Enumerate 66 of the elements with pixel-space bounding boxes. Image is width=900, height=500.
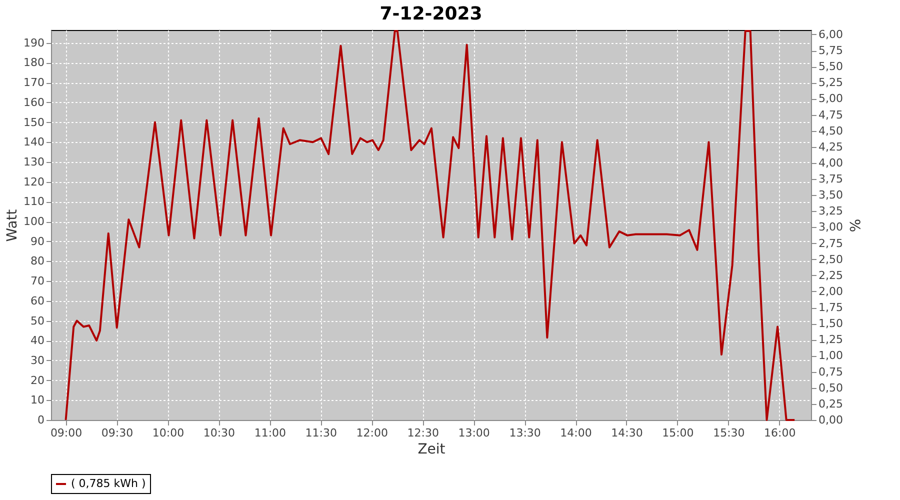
y2-tick-label: 2,00 [818, 285, 843, 298]
y-tick-label: 110 [24, 195, 44, 208]
x-tick-label: 13:30 [509, 426, 541, 440]
y2-tick-label: 5,00 [818, 92, 843, 106]
y2-tick-label: 6,00 [818, 28, 843, 41]
x-tick-label: 09:00 [50, 426, 82, 440]
x-axis-title: Zeit [418, 442, 446, 458]
y2-tick-label: 0,25 [818, 397, 843, 410]
x-tick-label: 10:00 [152, 426, 184, 440]
x-tick-label: 12:00 [356, 426, 388, 440]
y-tick-label: 170 [24, 76, 44, 90]
y-tick-label: 40 [30, 334, 44, 348]
y2-tick-label: 5,25 [818, 76, 843, 90]
x-tick-label: 09:30 [101, 426, 134, 440]
y2-tick-label: 4,75 [818, 108, 843, 122]
y-axis-title: Watt [4, 208, 21, 242]
y2-tick-label: 1,25 [818, 333, 843, 346]
y2-tick-label: 2,50 [818, 252, 843, 266]
y2-tick-label: 0,50 [818, 381, 843, 394]
x-tick-label: 15:30 [713, 426, 745, 440]
y-tick-label: 70 [30, 274, 44, 288]
x-tick-label: 10:30 [203, 426, 236, 440]
y2-tick-label: 1,75 [818, 301, 843, 314]
y2-tick-label: 4,50 [818, 124, 843, 138]
y-tick-label: 20 [30, 374, 44, 387]
y-tick-label: 30 [30, 354, 44, 367]
y-tick-label: 100 [24, 215, 44, 228]
y2-tick-label: 3,25 [818, 204, 843, 218]
y2-tick-label: 4,25 [818, 140, 843, 154]
y2-axis-title: % [846, 218, 862, 232]
y-tick-label: 130 [24, 155, 44, 168]
y2-tick-label: 0,75 [818, 365, 843, 378]
y-tick-label: 0 [38, 414, 44, 426]
x-tick-label: 12:30 [407, 426, 439, 440]
x-tick-label: 11:30 [305, 426, 337, 440]
y2-tick-label: 5,50 [818, 60, 843, 74]
y-tick-label: 80 [30, 254, 44, 268]
x-tick-label: 15:00 [662, 426, 694, 440]
x-tick-label: 14:00 [560, 426, 592, 440]
y2-tick-label: 5,75 [818, 44, 843, 58]
y-tick-label: 150 [24, 116, 44, 129]
y-tick-label: 50 [30, 314, 44, 328]
y-tick-label: 160 [24, 96, 44, 109]
y-tick-label: 180 [24, 56, 44, 70]
y2-tick-label: 2,25 [818, 268, 843, 282]
y-tick-label: 140 [24, 136, 44, 149]
chart-title: 7-12-2023 [380, 3, 482, 24]
line-series [64, 30, 796, 421]
y2-tick-label: 4,00 [818, 156, 843, 170]
y-tick-label: 60 [30, 294, 44, 308]
x-tick-label: 11:00 [254, 426, 286, 440]
x-tick-label: 16:00 [764, 426, 796, 440]
x-tick-label: 14:30 [611, 426, 643, 440]
y-tick-label: 190 [24, 36, 44, 50]
y2-tick-label: 3,75 [818, 172, 843, 186]
y2-tick-label: 0,00 [818, 414, 843, 426]
y2-tick-label: 1,00 [818, 349, 843, 362]
y-tick-label: 10 [30, 394, 44, 407]
y2-tick-label: 2,75 [818, 236, 843, 250]
y-tick-label: 90 [30, 234, 44, 248]
x-tick-label: 13:00 [458, 426, 490, 440]
y2-tick-label: 3,00 [818, 220, 843, 234]
y2-tick-label: 3,50 [818, 188, 843, 202]
y-tick-label: 120 [24, 175, 44, 188]
legend-label: ( 0,785 kWh ) [71, 477, 146, 490]
y2-tick-label: 1,50 [818, 317, 843, 330]
